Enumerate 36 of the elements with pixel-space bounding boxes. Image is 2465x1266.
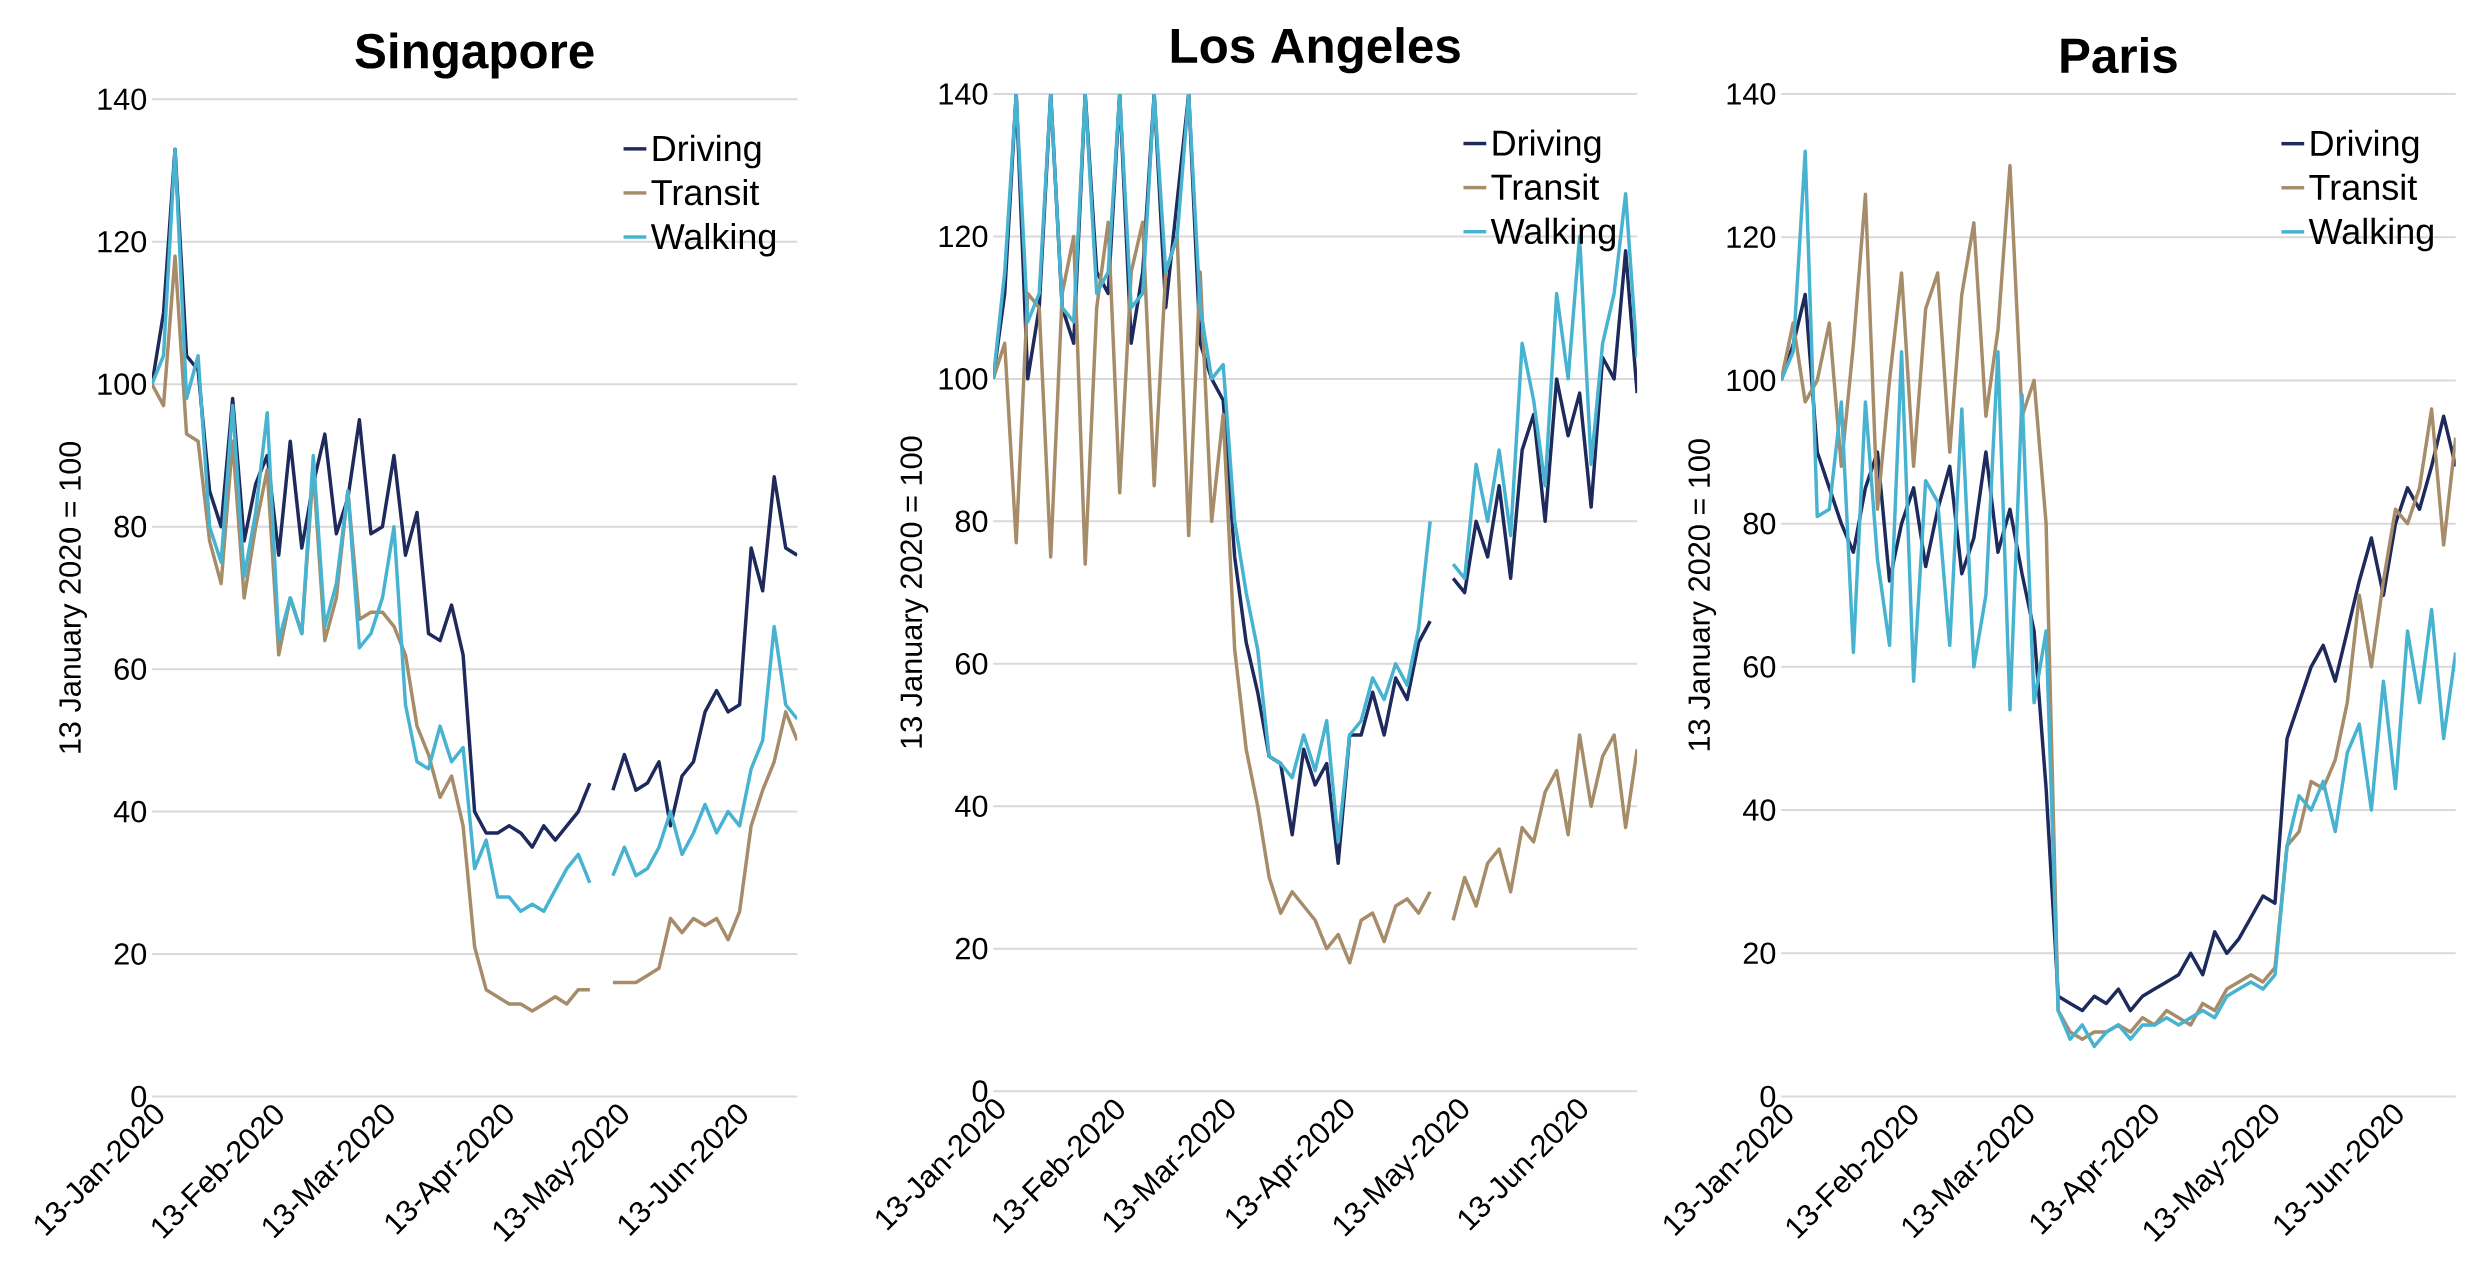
y-tick-label: 80: [1743, 512, 1776, 535]
chart-title: Singapore: [355, 32, 594, 79]
y-tick-label: 80: [955, 510, 988, 533]
legend-label: Transit: [651, 178, 760, 206]
y-tick-label: 60: [114, 658, 147, 681]
y-tick-label: 40: [1743, 799, 1776, 822]
y-tick-label: 40: [113, 800, 147, 823]
legend-label: Driving: [2311, 129, 2419, 164]
y-tick-label: 140: [1727, 83, 1776, 105]
legend-label: Driving: [653, 134, 761, 169]
y-tick-label: 40: [955, 795, 988, 818]
legend-label: Walking: [2308, 217, 2433, 252]
y-tick-label: 140: [98, 88, 147, 111]
y-axis-title: 13 January 2020 = 100: [900, 436, 929, 748]
y-tick-label: 140: [939, 83, 988, 105]
legend-label: Walking: [1490, 217, 1615, 252]
y-tick-label: 20: [114, 943, 147, 965]
y-axis-title: 13 January 2020 = 100: [1688, 439, 1717, 751]
y-tick-label: 100: [939, 368, 988, 390]
y-tick-label: 60: [955, 653, 988, 675]
legend-label: Transit: [2309, 173, 2417, 201]
y-tick-label: 20: [1743, 942, 1776, 965]
legend-label: Transit: [1491, 173, 1600, 201]
chart-title: Los Angeles: [1171, 27, 1460, 74]
y-tick-label: 120: [939, 225, 988, 248]
y-tick-label: 100: [98, 373, 147, 396]
legend-label: Walking: [650, 223, 776, 257]
y-tick-label: 120: [1727, 226, 1776, 249]
y-tick-label: 60: [1743, 656, 1776, 678]
y-tick-label: 80: [114, 515, 147, 538]
legend-label: Driving: [1493, 129, 1601, 164]
y-tick-label: 100: [1727, 369, 1776, 392]
y-tick-label: 20: [955, 937, 988, 960]
y-tick-label: 120: [98, 231, 147, 253]
y-axis-title: 13 January 2020 = 100: [59, 441, 87, 753]
chart-title: Paris: [2061, 37, 2177, 74]
